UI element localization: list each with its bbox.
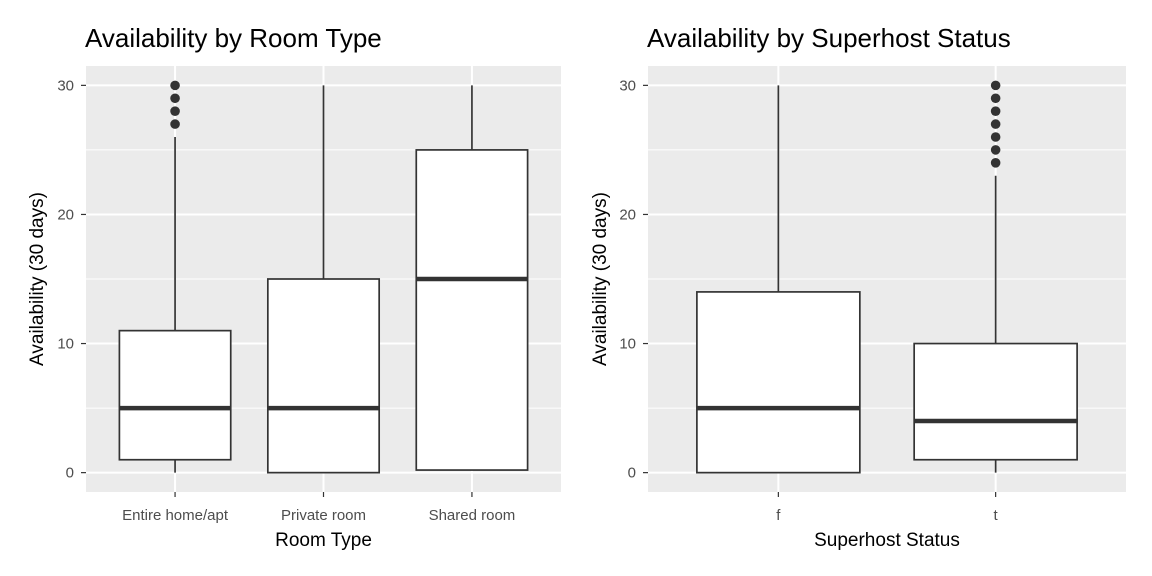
y-tick-label: 0 <box>66 465 74 482</box>
y-tick-label: 20 <box>619 206 636 223</box>
y-tick-label: 30 <box>619 77 636 94</box>
y-tick-label: 20 <box>57 206 74 223</box>
x-axis-title: Superhost Status <box>814 530 960 551</box>
outlier-point <box>990 145 1001 155</box>
box-iqr <box>266 278 381 474</box>
box-2 <box>415 85 529 471</box>
y-axis-title: Availability (30 days) <box>590 192 611 366</box>
y-tick-label: 10 <box>619 336 636 353</box>
box-iqr <box>696 291 861 474</box>
box-1 <box>266 85 381 474</box>
y-tick-label: 10 <box>57 336 74 353</box>
chart-room-type: 0 10 20 30 Entire home/apt Private room Shared… <box>27 23 561 551</box>
outlier-point <box>170 80 180 91</box>
box-0 <box>118 80 232 473</box>
outlier-point <box>990 158 1001 168</box>
chart-title: Availability by Superhost Status <box>647 23 1011 53</box>
outlier-point <box>170 93 180 104</box>
outlier-point <box>170 106 180 116</box>
outlier-point <box>990 106 1001 116</box>
x-axis-title: Room Type <box>275 530 372 551</box>
chart-superhost-status: 0 10 20 30 f t Availability by Superhost Statu… <box>590 23 1126 551</box>
x-tick-label: Entire home/apt <box>122 507 229 524</box>
outlier-point <box>170 119 180 129</box>
y-tick-label: 0 <box>628 465 636 482</box>
outlier-point <box>990 80 1001 91</box>
chart-title: Availability by Room Type <box>85 23 382 53</box>
outlier-point <box>990 132 1001 142</box>
x-tick-label: f <box>776 507 781 524</box>
box-iqr <box>913 342 1078 461</box>
x-tick-label: t <box>994 507 999 524</box>
box-0 <box>696 85 861 474</box>
box-iqr <box>415 149 529 471</box>
outlier-point <box>990 119 1001 129</box>
y-tick-label: 30 <box>57 77 74 94</box>
x-tick-label: Private room <box>281 507 366 524</box>
box-1 <box>913 80 1078 473</box>
outlier-point <box>990 93 1001 104</box>
box-iqr <box>118 329 232 461</box>
x-tick-label: Shared room <box>429 507 516 524</box>
y-axis-title: Availability (30 days) <box>27 192 48 366</box>
